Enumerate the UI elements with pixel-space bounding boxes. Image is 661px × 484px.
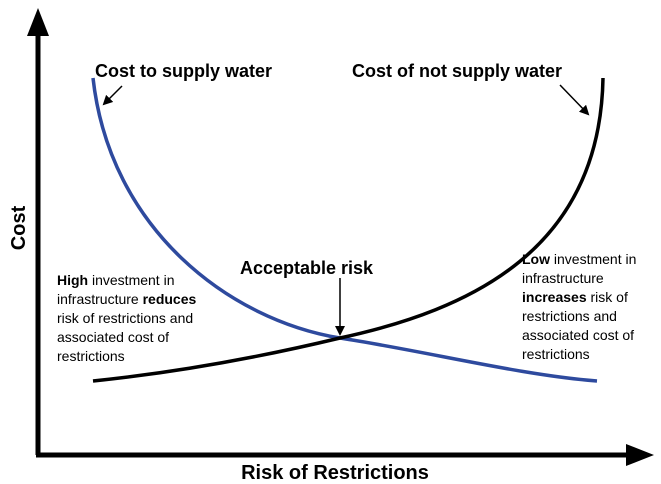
note-line: restrictions xyxy=(57,348,125,364)
note-line: infrastructure xyxy=(522,270,604,286)
note-text: infrastructure xyxy=(57,291,143,307)
curve-label: Cost to supply water xyxy=(95,61,272,81)
note-text: restrictions and xyxy=(522,308,617,324)
intersection-label: Acceptable risk xyxy=(240,258,374,278)
note-line: restrictions xyxy=(522,346,590,362)
notes: High investment in infrastructure reduces… xyxy=(57,251,636,364)
note-text: reduces xyxy=(143,291,197,307)
not-supply-curve xyxy=(92,77,605,383)
note-line: increases risk of xyxy=(522,289,628,305)
note-text: investment in xyxy=(88,272,174,288)
x-axis-arrow xyxy=(626,444,654,466)
note-line: infrastructure reduces xyxy=(57,291,197,307)
note-line: associated cost of xyxy=(57,329,169,345)
note-text: High xyxy=(57,272,88,288)
note-line: High investment in xyxy=(57,272,174,288)
curve-label: Cost of not supply water xyxy=(352,61,562,81)
note-text: risk of xyxy=(587,289,628,305)
pointer-arrow xyxy=(102,85,123,106)
note-text: risk of restrictions and xyxy=(57,310,193,326)
note-text: investment in xyxy=(550,251,636,267)
note-line: associated cost of xyxy=(522,327,634,343)
pointer-arrow xyxy=(559,84,590,116)
note-line: restrictions and xyxy=(522,308,617,324)
y-axis-label: Cost xyxy=(8,205,30,250)
note-line: Low investment in xyxy=(522,251,636,267)
note-text: increases xyxy=(522,289,587,305)
note-text: associated cost of xyxy=(522,327,634,343)
supply-curve xyxy=(91,77,598,383)
note-text: restrictions xyxy=(522,346,590,362)
note-text: Low xyxy=(522,251,550,267)
x-axis-label: Risk of Restrictions xyxy=(241,462,429,484)
note-text: infrastructure xyxy=(522,270,604,286)
note-text: associated cost of xyxy=(57,329,169,345)
note-text: restrictions xyxy=(57,348,125,364)
y-axis-arrow xyxy=(27,8,49,36)
note-line: risk of restrictions and xyxy=(57,310,193,326)
